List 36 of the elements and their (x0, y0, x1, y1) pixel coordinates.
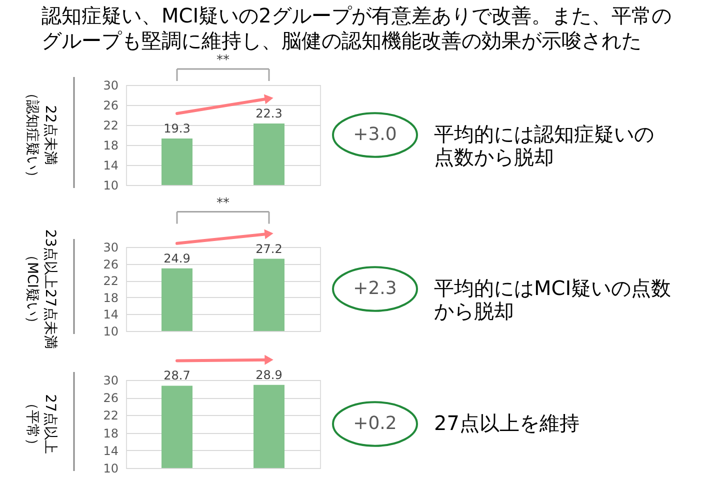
y-tick-label: 26 (103, 391, 118, 406)
y-tick-label: 10 (103, 324, 118, 338)
y-axis-title: 22点未満（認知症疑い） (24, 86, 58, 184)
y-tick-label: 22 (103, 274, 118, 288)
y-axis-title: 23点以上27点未満（MCI疑い） (24, 229, 58, 349)
y-tick-label: 14 (103, 444, 118, 458)
y-axis-title: 27点以上（平常） (24, 394, 58, 454)
data-label: 22.3 (256, 106, 282, 120)
y-tick-label: 30 (103, 240, 118, 254)
text: 27点以上を維持 (434, 411, 580, 435)
text: +0.2 (353, 413, 397, 434)
y-tick-label: 18 (103, 426, 118, 440)
y-tick-label: 26 (103, 257, 118, 272)
text: ** (216, 53, 230, 68)
chart-title: 認知症疑い、MCI疑いの2グループが有意差ありで改善。また、平常のグループも堅調に維持し、脳健の認知機能改善の効果が示唆された (42, 4, 672, 52)
y-tick-label: 18 (103, 290, 118, 305)
y-tick-label: 14 (103, 308, 118, 322)
text: +2.3 (353, 278, 397, 299)
data-label: 28.9 (256, 368, 282, 382)
data-label: 27.2 (256, 242, 282, 256)
y-tick-label: 14 (103, 158, 118, 172)
y-tick-label: 26 (103, 98, 118, 112)
y-tick-label: 10 (103, 462, 118, 476)
y-tick-label: 10 (103, 178, 118, 192)
y-tick-label: 22 (103, 118, 118, 132)
data-label: 19.3 (164, 122, 190, 136)
text: +3.0 (353, 124, 397, 145)
y-tick-label: 30 (103, 374, 118, 388)
y-tick-label: 30 (103, 78, 118, 92)
text: 平均的にはMCI疑いの点数から脱却 (434, 276, 672, 323)
y-tick-label: 18 (103, 138, 118, 152)
data-label: 24.9 (164, 251, 190, 266)
y-tick-label: 22 (103, 408, 118, 423)
text: ** (216, 196, 230, 211)
text: 平均的には認知症疑いの点数から脱却 (434, 122, 654, 169)
data-label: 28.7 (164, 368, 190, 383)
